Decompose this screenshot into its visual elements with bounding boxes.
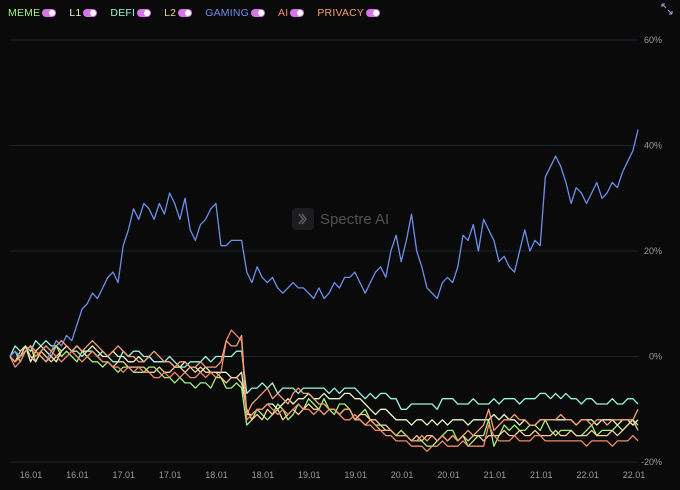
legend-toggle[interactable]: [83, 9, 98, 17]
y-tick-label: 0%: [649, 352, 662, 362]
x-tick-label: 22.01: [576, 470, 599, 480]
expand-arrows-icon[interactable]: [660, 2, 674, 16]
legend-toggle[interactable]: [366, 9, 381, 17]
legend-label: MEME: [8, 7, 41, 19]
toggle-knob: [49, 10, 56, 16]
series-line-defi: [9, 340, 639, 410]
x-tick-label: 22.01: [623, 470, 646, 480]
legend-toggle[interactable]: [290, 9, 305, 17]
series-line-privacy: [9, 334, 639, 442]
y-axis: 60% 40% 20% 0% -20%: [641, 35, 662, 467]
series-line-l1: [9, 345, 639, 426]
legend-toggle[interactable]: [137, 9, 152, 17]
legend-label: L2: [164, 7, 177, 19]
legend-label: DEFI: [110, 7, 136, 19]
toggle-knob: [297, 10, 304, 16]
legend-toggle[interactable]: [251, 9, 266, 17]
x-tick-label: 21.01: [484, 470, 507, 480]
legend-toggle[interactable]: [42, 9, 57, 17]
legend-item-gaming[interactable]: GAMING: [205, 7, 266, 19]
y-tick-label: 40%: [644, 141, 662, 151]
series-line-gaming: [9, 129, 639, 363]
watermark-text: Spectre AI: [320, 210, 390, 228]
x-tick-label: 18.01: [205, 470, 228, 480]
legend-label: AI: [278, 7, 289, 19]
x-tick-label: 20.01: [391, 470, 414, 480]
legend-label: PRIVACY: [317, 7, 365, 19]
series-line-ai: [9, 329, 639, 453]
legend: MEME L1 DEFI L2 GAMING AI PRIVACY: [8, 5, 393, 21]
x-axis: 16.01 16.01 17.01 17.01 18.01 18.01 19.01 19.01…: [20, 470, 646, 480]
x-tick-label: 20.01: [437, 470, 460, 480]
legend-item-l2[interactable]: L2: [164, 7, 193, 19]
legend-item-l1[interactable]: L1: [69, 7, 98, 19]
y-tick-label: 60%: [644, 35, 662, 45]
x-tick-label: 17.01: [113, 470, 136, 480]
x-tick-label: 19.01: [298, 470, 321, 480]
toggle-knob: [185, 10, 192, 16]
y-tick-label: 20%: [644, 246, 662, 256]
toggle-knob: [90, 10, 97, 16]
legend-toggle[interactable]: [178, 9, 193, 17]
x-tick-label: 17.01: [159, 470, 182, 480]
x-tick-label: 19.01: [344, 470, 367, 480]
toggle-knob: [373, 10, 380, 16]
legend-item-defi[interactable]: DEFI: [110, 7, 152, 19]
watermark: Spectre AI: [292, 208, 389, 230]
y-tick-label: -20%: [641, 457, 662, 467]
legend-item-ai[interactable]: AI: [278, 7, 305, 19]
spectre-logo-icon: [292, 208, 314, 230]
toggle-knob: [258, 10, 265, 16]
legend-item-meme[interactable]: MEME: [8, 7, 57, 19]
grid-lines: [10, 39, 638, 463]
series-line-meme: [9, 345, 639, 447]
x-tick-label: 18.01: [252, 470, 275, 480]
x-tick-label: 21.01: [530, 470, 553, 480]
toggle-knob: [144, 10, 151, 16]
legend-label: GAMING: [205, 7, 250, 19]
series-lines: [9, 129, 639, 453]
legend-label: L1: [69, 7, 82, 19]
x-tick-label: 16.01: [20, 470, 43, 480]
x-tick-label: 16.01: [66, 470, 89, 480]
legend-item-privacy[interactable]: PRIVACY: [317, 7, 381, 19]
